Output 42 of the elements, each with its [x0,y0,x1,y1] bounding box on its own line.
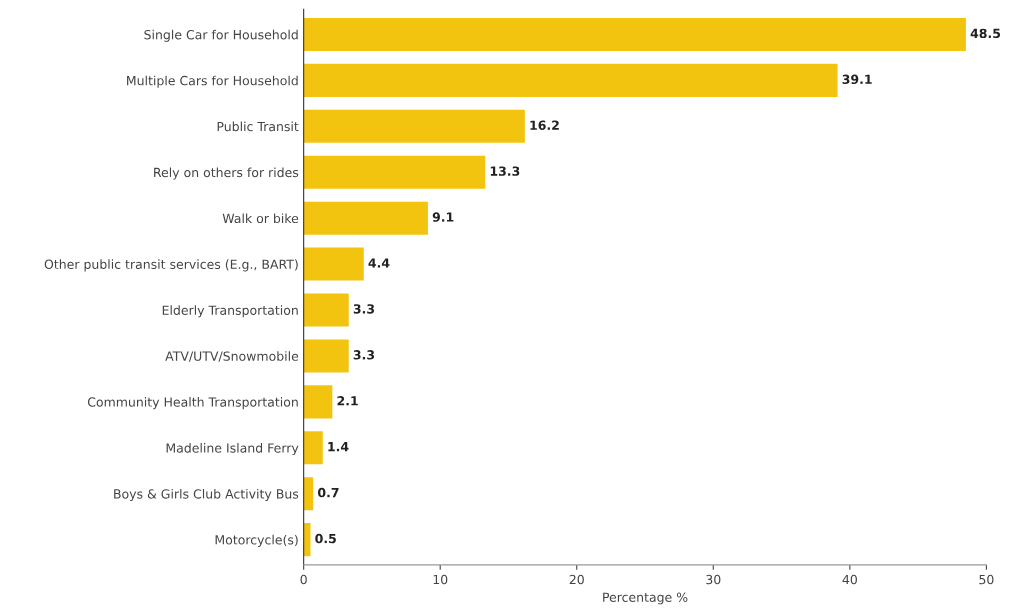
data-label: 3.3 [353,350,375,360]
y-tick-label: ATV/UTV/Snowmobile [165,351,299,362]
data-label: 2.1 [337,396,358,406]
x-tick-label: 20 [569,574,584,585]
data-label: 39.1 [842,74,872,85]
bar [303,431,323,465]
y-tick-label: Motorcycle(s) [215,534,298,547]
x-tick-label: 0 [300,574,307,585]
data-label: 9.1 [432,212,454,222]
bar [303,477,314,511]
data-label: 16.2 [530,120,559,130]
y-tick-label: Public Transit [217,121,299,132]
bar [303,385,333,419]
bar [303,155,486,189]
x-tick-label: 50 [979,574,994,585]
y-tick-label: Multiple Cars for Household [127,75,298,88]
data-label: 4.4 [368,258,390,268]
data-label: 0.7 [317,487,339,498]
bar [303,339,349,373]
x-tick-label: 30 [706,574,721,585]
data-label: 13.3 [490,166,520,176]
bar [303,201,428,235]
y-tick-label: Rely on others for rides [154,167,299,180]
bar [303,293,349,327]
y-tick-label: Elderly Transportation [162,305,298,318]
x-tick-label: 10 [433,574,448,585]
bar [303,63,838,97]
bar [303,247,364,281]
data-label: 0.5 [315,533,336,544]
y-tick-label: Community Health Transportation [87,397,298,410]
data-label: 3.3 [353,304,375,314]
y-tick-label: Walk or bike [222,213,299,224]
data-label: 1.4 [328,442,349,452]
x-axis-title: Percentage % [603,592,688,605]
bar [303,109,525,143]
y-tick-label: Single Car for Household [144,29,298,42]
x-tick-label: 40 [842,574,857,585]
bar [303,17,966,51]
y-tick-label: Madeline Island Ferry [166,443,299,456]
y-tick-label: Boys & Girls Club Activity Bus [114,488,299,502]
y-tick-label: Other public transit services (E.g., BART) [44,259,298,272]
data-label: 48.5 [970,28,1001,39]
